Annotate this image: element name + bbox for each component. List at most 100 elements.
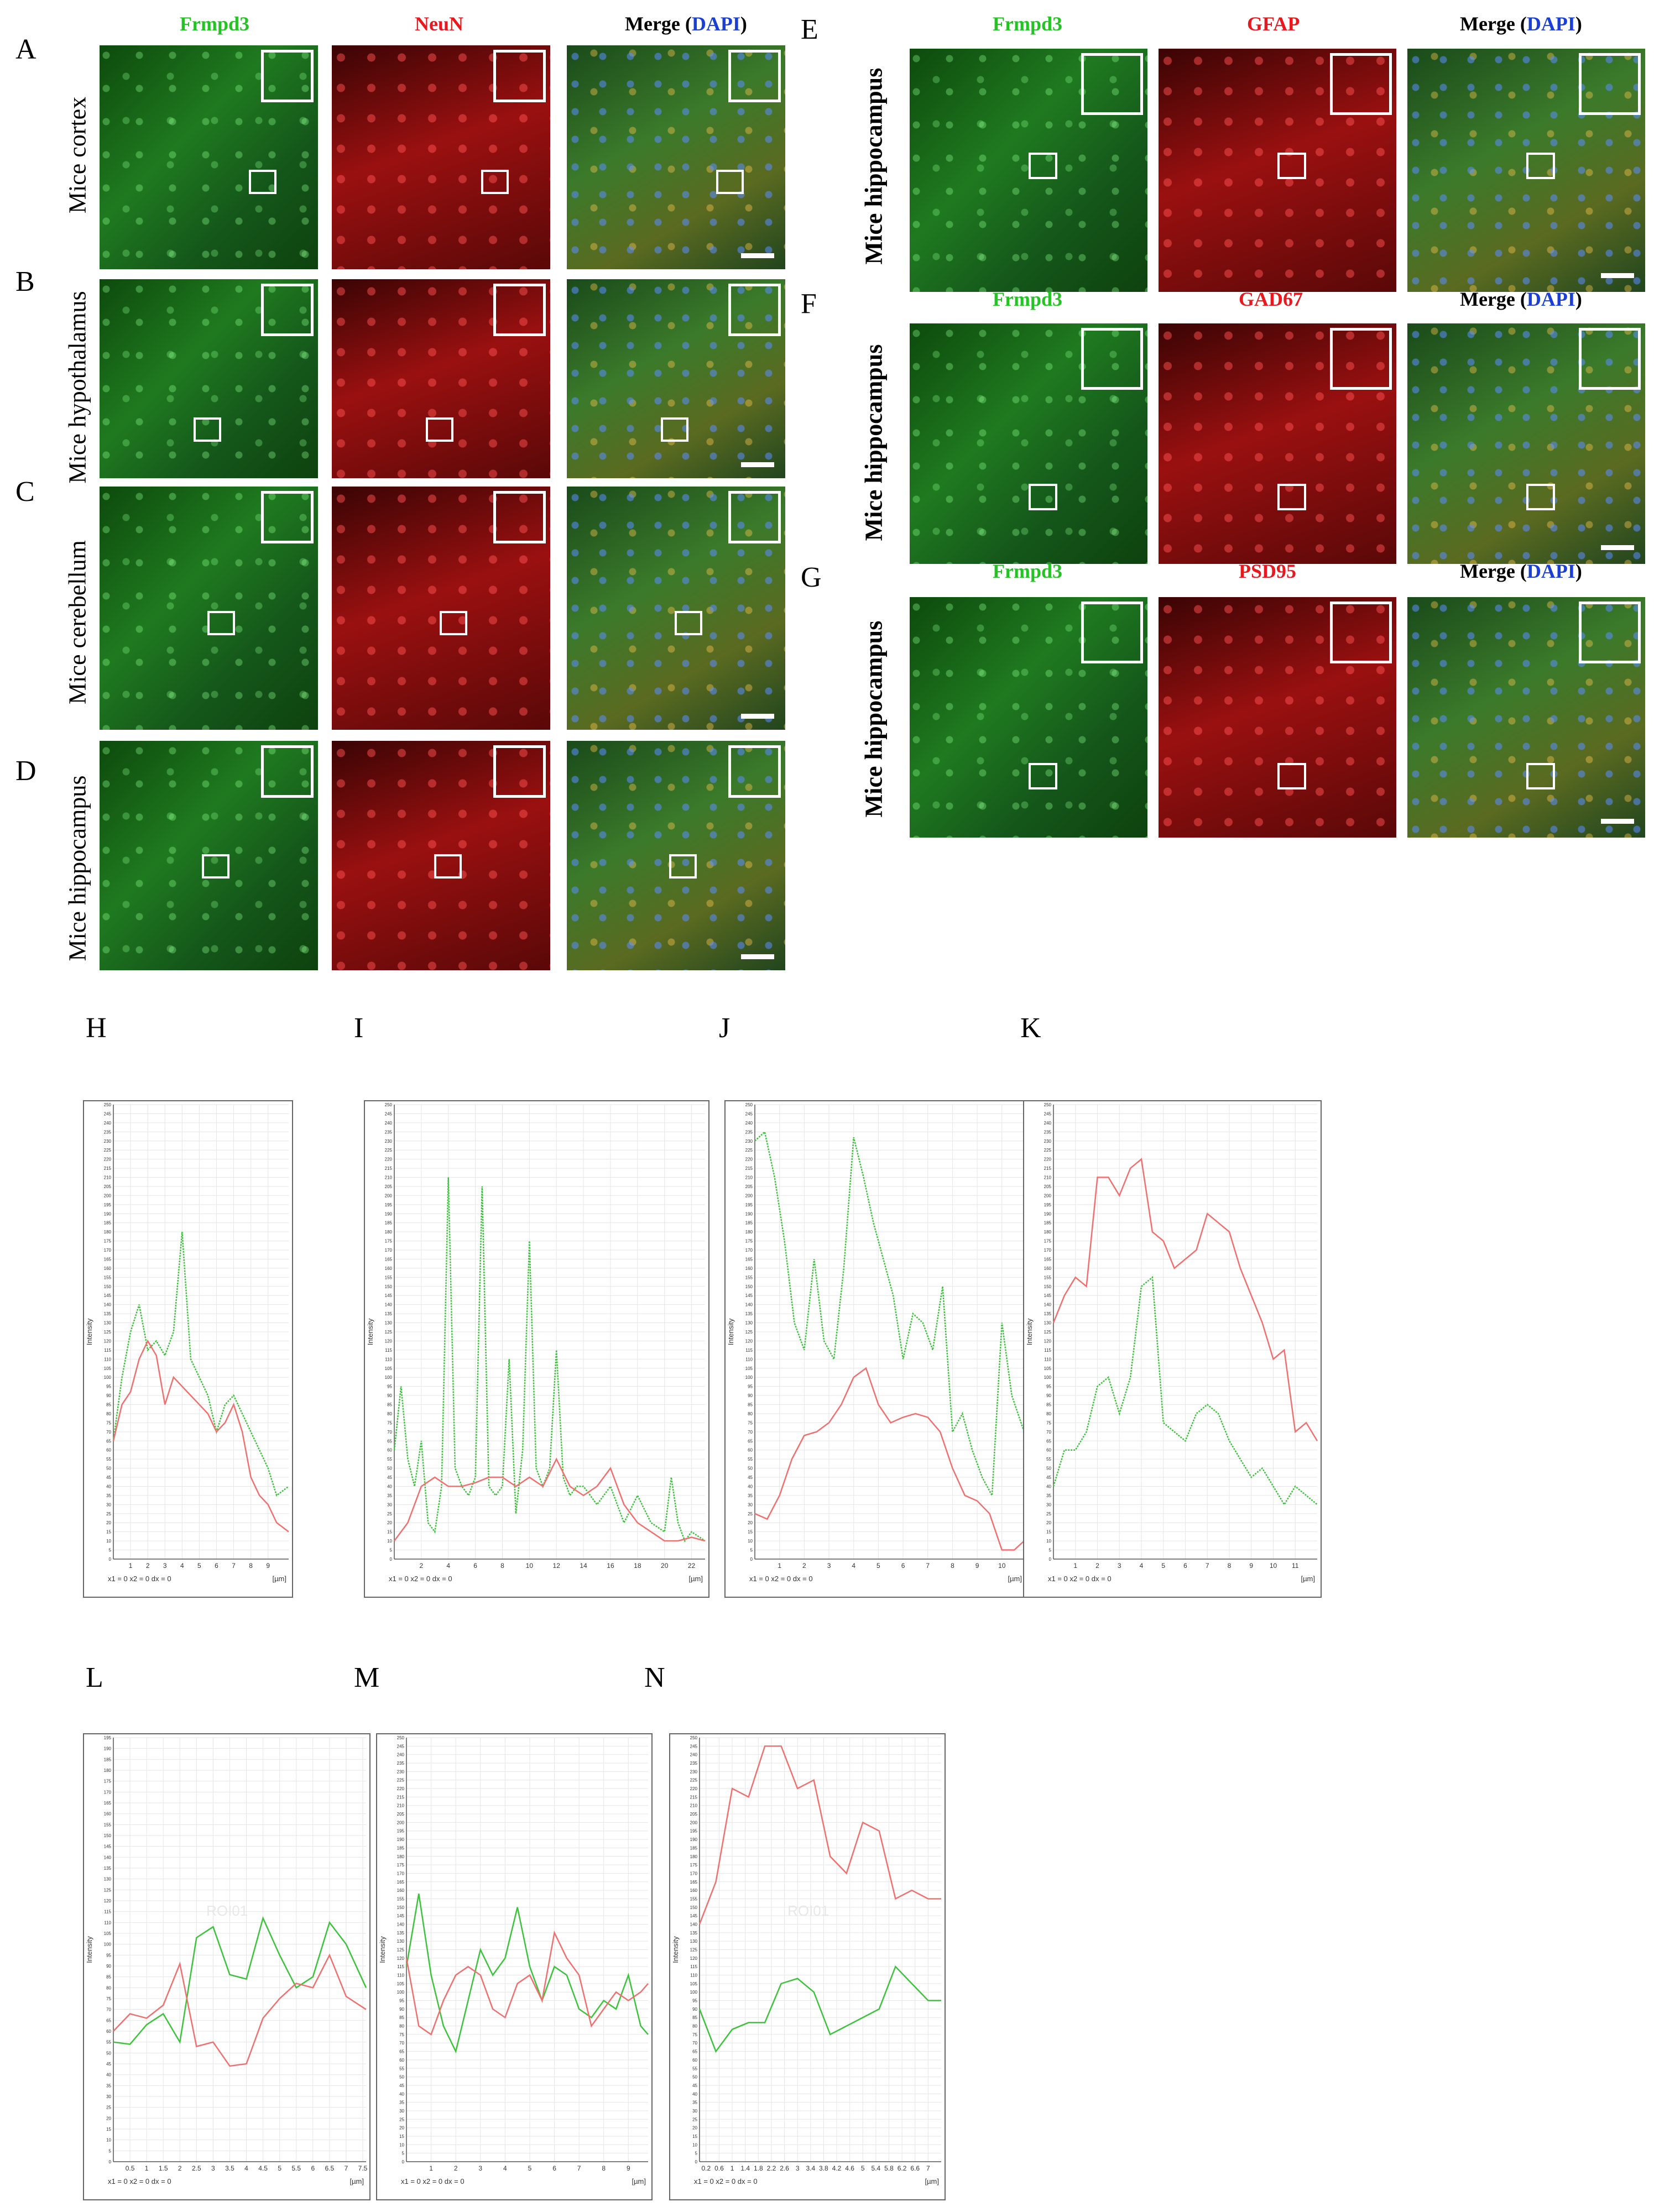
scale-bar: [1601, 819, 1634, 824]
y-tick-label: 215: [1044, 1166, 1052, 1171]
y-tick-label: 105: [104, 1366, 112, 1371]
y-tick-label: 110: [397, 1973, 404, 1978]
y-tick-label: 95: [748, 1384, 753, 1389]
x-tick-label: 3: [163, 1562, 167, 1570]
y-tick-label: 85: [399, 2015, 404, 2020]
x-tick-label: 3: [827, 1562, 831, 1570]
x-tick-label: 7.5: [358, 2164, 368, 2172]
y-axis-label: Intensity: [85, 1318, 93, 1345]
y-tick-label: 205: [1044, 1184, 1052, 1189]
y-tick-label: 80: [106, 1985, 111, 1990]
y-tick-label: 170: [385, 1248, 393, 1253]
inset-box: [261, 50, 314, 102]
y-tick-label: 120: [104, 1899, 112, 1904]
y-tick-label: 5: [402, 2151, 405, 2156]
x-axis-unit: [µm]: [688, 1575, 703, 1583]
series-line-red: [1052, 1158, 1318, 1441]
y-tick-label: 35: [106, 2083, 111, 2088]
y-tick-label: 70: [1046, 1430, 1051, 1435]
y-tick-label: 30: [1046, 1502, 1051, 1507]
y-tick-label: 155: [104, 1822, 112, 1827]
y-tick-label: 70: [692, 2041, 697, 2046]
y-tick-label: 155: [1044, 1275, 1052, 1280]
y-tick-label: 45: [387, 1475, 392, 1480]
y-tick-label: 40: [748, 1484, 753, 1489]
y-tick-label: 90: [1046, 1393, 1051, 1398]
y-tick-label: 180: [397, 1854, 405, 1859]
x-tick-label: 11: [1292, 1562, 1299, 1570]
roi-box: [194, 417, 221, 442]
y-tick-label: 155: [385, 1275, 393, 1280]
y-tick-label: 155: [104, 1275, 112, 1280]
y-tick-label: 115: [397, 1964, 404, 1969]
y-tick-label: 130: [104, 1321, 112, 1326]
chart-frame: [83, 1100, 293, 1598]
y-tick-label: 130: [385, 1321, 393, 1326]
y-tick-label: 150: [104, 1833, 112, 1838]
x-tick-label: 5.8: [884, 2164, 894, 2172]
y-tick-label: 145: [104, 1844, 112, 1849]
y-tick-label: 100: [690, 1990, 698, 1995]
roi-box: [716, 170, 744, 194]
x-tick-label: 6: [215, 1562, 218, 1570]
chart-frame: [364, 1100, 709, 1598]
x-tick-label: 9: [266, 1562, 270, 1570]
x-tick-label: 6.6: [910, 2164, 920, 2172]
panel-letter-F: F: [801, 288, 817, 320]
y-tick-label: 120: [745, 1338, 753, 1343]
y-tick-label: 10: [106, 2138, 111, 2143]
roi-box: [1029, 153, 1057, 179]
y-tick-label: 135: [385, 1311, 393, 1316]
inset-box: [493, 491, 546, 543]
x-tick-label: 2: [802, 1562, 806, 1570]
y-tick-label: 250: [690, 1735, 698, 1740]
y-tick-label: 175: [397, 1863, 405, 1868]
scale-bar: [741, 954, 774, 959]
x-tick-label: 6.2: [898, 2164, 907, 2172]
y-tick-label: 85: [1046, 1403, 1051, 1408]
y-tick-label: 205: [690, 1812, 698, 1817]
x-tick-label: 3.8: [819, 2164, 828, 2172]
y-tick-label: 220: [104, 1157, 112, 1162]
roi-box: [661, 417, 688, 442]
x-tick-label: 8: [249, 1562, 253, 1570]
y-tick-label: 190: [745, 1211, 753, 1216]
x-tick-label: 20: [661, 1562, 669, 1570]
y-tick-label: 95: [399, 1999, 404, 2004]
inset-box: [1330, 328, 1392, 390]
y-tick-label: 30: [399, 2109, 404, 2114]
y-tick-label: 230: [397, 1769, 405, 1774]
y-tick-label: 160: [745, 1266, 753, 1271]
y-tick-label: 240: [104, 1121, 112, 1126]
x-tick-label: 10: [1270, 1562, 1277, 1570]
y-tick-label: 240: [1044, 1121, 1052, 1126]
x-axis-unit: [µm]: [1301, 1575, 1315, 1583]
y-tick-label: 160: [385, 1266, 393, 1271]
y-tick-label: 135: [745, 1311, 753, 1316]
y-tick-label: 145: [385, 1293, 393, 1298]
x-tick-label: 1: [1073, 1562, 1077, 1570]
y-tick-label: 195: [104, 1202, 112, 1207]
roi-box: [249, 170, 276, 194]
x-tick-label: 5: [528, 2164, 532, 2172]
x-tick-label: 2: [454, 2164, 458, 2172]
y-axis-label: Intensity: [85, 1936, 93, 1963]
y-tick-label: 20: [399, 2126, 404, 2131]
y-tick-label: 25: [1046, 1512, 1051, 1516]
y-tick-label: 185: [745, 1221, 753, 1226]
cursor-readout: x1 = 0 x2 = 0 dx = 0: [401, 2177, 465, 2185]
y-tick-label: 100: [745, 1375, 753, 1380]
y-tick-label: 170: [1044, 1248, 1052, 1253]
y-tick-label: 25: [106, 1512, 111, 1516]
y-tick-label: 115: [104, 1910, 111, 1915]
y-tick-label: 10: [1046, 1539, 1051, 1544]
y-tick-label: 250: [104, 1102, 112, 1107]
watermark: ROI01: [206, 1902, 248, 1919]
y-tick-label: 50: [106, 1466, 111, 1471]
y-tick-label: 115: [745, 1348, 753, 1353]
y-tick-label: 55: [692, 2066, 697, 2071]
y-tick-label: 150: [385, 1284, 393, 1289]
y-tick-label: 130: [745, 1321, 753, 1326]
x-tick-label: 6.5: [325, 2164, 335, 2172]
y-tick-label: 65: [748, 1439, 753, 1444]
